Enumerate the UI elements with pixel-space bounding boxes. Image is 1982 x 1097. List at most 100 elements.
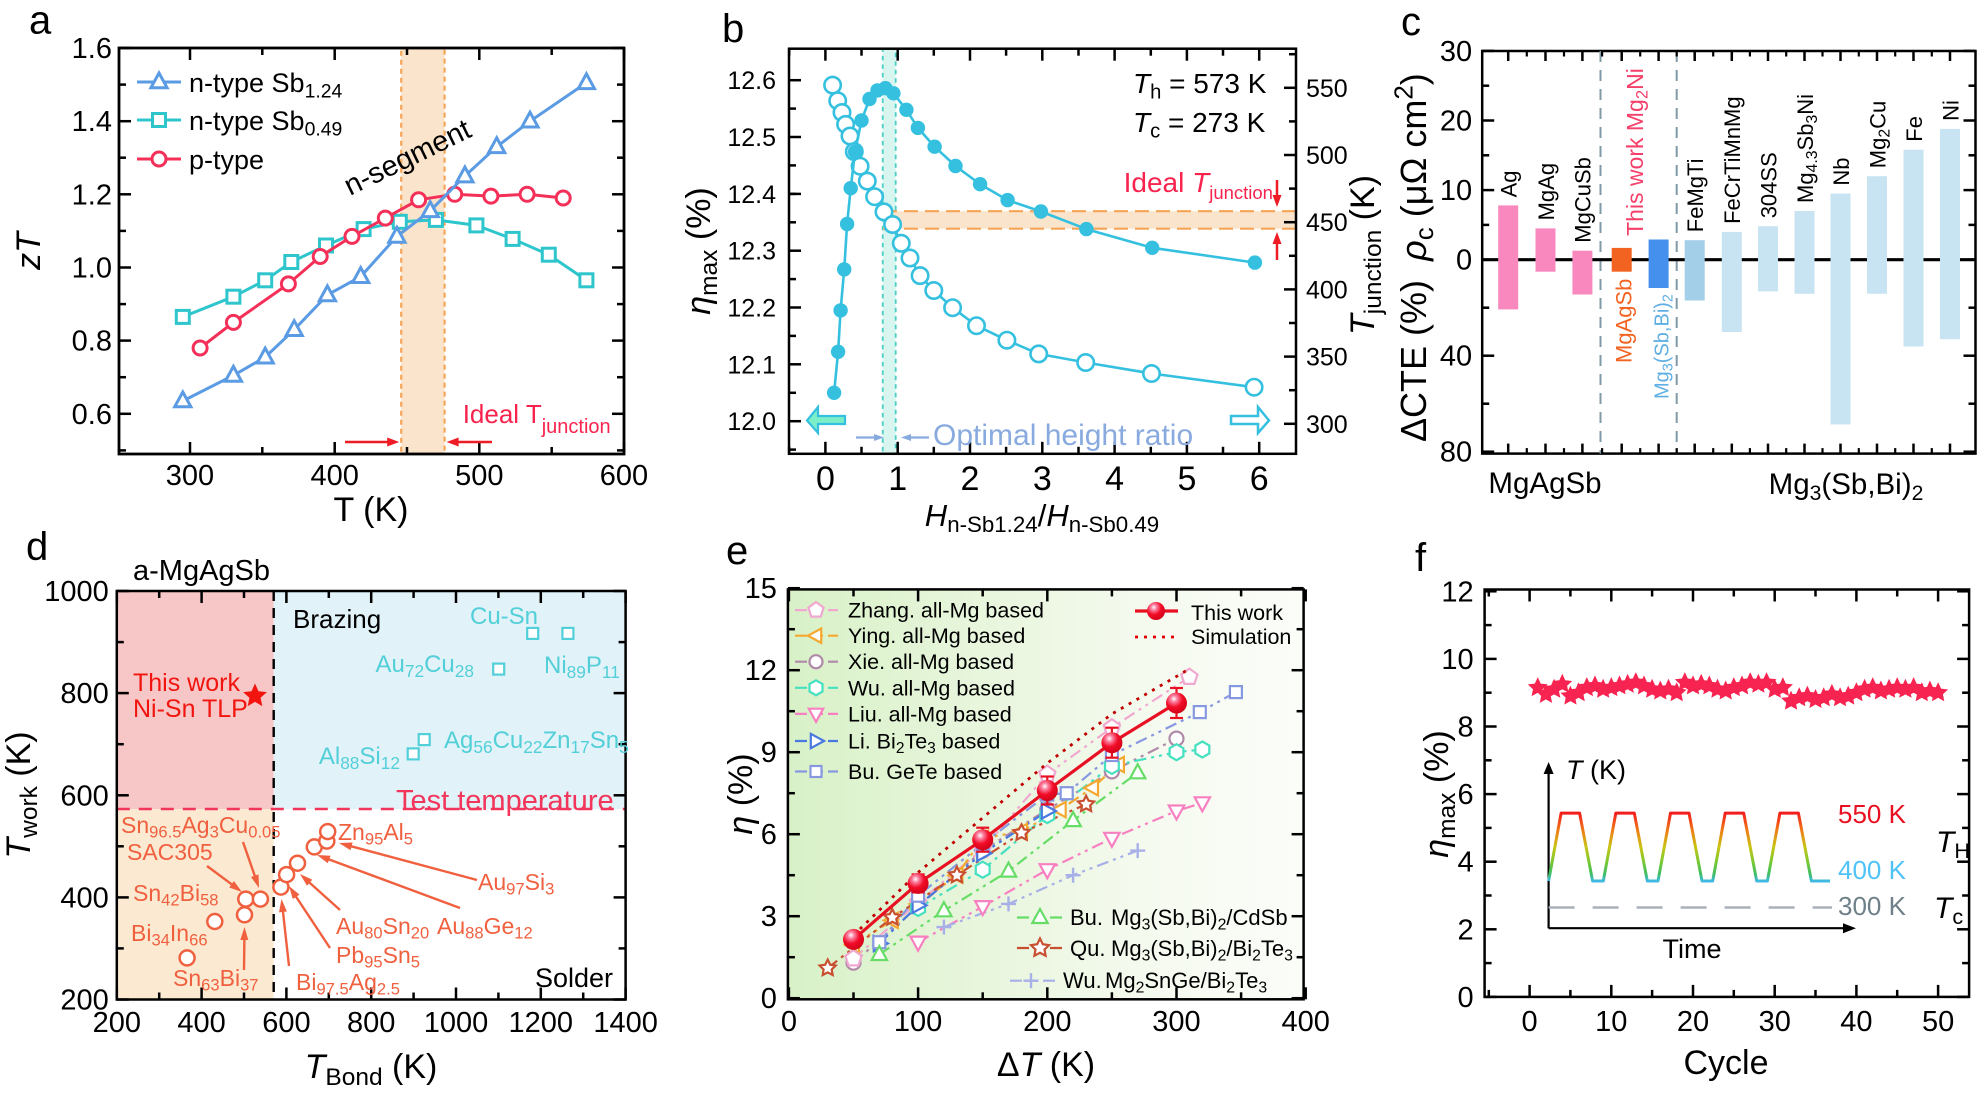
svg-text:304SS: 304SS	[1756, 152, 1781, 218]
svg-text:Ideal Tjunction: Ideal Tjunction	[1124, 167, 1273, 203]
svg-text:Mg2Cu: Mg2Cu	[1865, 101, 1893, 168]
svg-text:10: 10	[1441, 644, 1473, 676]
svg-text:Ni-Sn TLP: Ni-Sn TLP	[133, 695, 248, 723]
svg-text:0: 0	[761, 983, 777, 1015]
svg-text:Fe: Fe	[1902, 116, 1927, 142]
svg-text:This work: This work	[133, 669, 240, 697]
svg-text:10: 10	[1595, 1006, 1627, 1038]
svg-text:300: 300	[166, 460, 214, 492]
svg-text:η (%): η (%)	[722, 753, 760, 834]
svg-text:2: 2	[961, 460, 980, 498]
svg-text:Tc = 273 K: Tc = 273 K	[1133, 107, 1266, 143]
svg-text:12.3: 12.3	[727, 238, 776, 266]
svg-text:12.0: 12.0	[727, 408, 776, 436]
svg-text:Qu.: Qu.	[1070, 936, 1105, 961]
svg-text:12.6: 12.6	[727, 67, 776, 95]
svg-text:6: 6	[1250, 460, 1269, 498]
svg-text:Brazing: Brazing	[293, 604, 381, 634]
svg-text:800: 800	[60, 678, 108, 710]
svg-text:Tjunction (K): Tjunction (K)	[1344, 175, 1387, 335]
svg-text:Ag56Cu22Zn17Sn5: Ag56Cu22Zn17Sn5	[444, 727, 629, 757]
svg-text:1000: 1000	[44, 576, 109, 608]
svg-text:400 K: 400 K	[1838, 855, 1907, 885]
svg-text:1.2: 1.2	[72, 179, 112, 211]
svg-text:Al88Si12: Al88Si12	[319, 743, 400, 773]
svg-text:Mg3(Sb,Bi)2: Mg3(Sb,Bi)2	[1651, 294, 1676, 399]
svg-text:0: 0	[816, 460, 835, 498]
svg-text:3: 3	[761, 901, 777, 933]
svg-text:10: 10	[1440, 175, 1472, 207]
svg-text:30: 30	[1759, 1006, 1791, 1038]
svg-text:MgAgSb: MgAgSb	[1488, 467, 1601, 500]
svg-text:Mg3(Sb,Bi)2/CdSb: Mg3(Sb,Bi)2/CdSb	[1111, 905, 1288, 933]
svg-text:ΔCTE (%): ΔCTE (%)	[1393, 280, 1434, 442]
svg-text:2: 2	[1457, 914, 1473, 946]
svg-text:Bi97.5Ag2.5: Bi97.5Ag2.5	[296, 969, 400, 999]
svg-text:Sn63Bi37: Sn63Bi37	[173, 965, 259, 995]
svg-text:Li. Bi2Te3 based: Li. Bi2Te3 based	[848, 730, 1000, 757]
svg-text:450: 450	[1306, 209, 1348, 237]
svg-text:Th = 573 K: Th = 573 K	[1133, 68, 1267, 104]
svg-text:Au72Cu28: Au72Cu28	[375, 651, 474, 681]
svg-text:400: 400	[311, 460, 359, 492]
svg-text:1: 1	[888, 460, 907, 498]
svg-text:This work: This work	[1191, 601, 1283, 625]
svg-text:1200: 1200	[509, 1007, 574, 1039]
svg-text:Optimal height ratio: Optimal height ratio	[933, 419, 1193, 452]
svg-text:ρc (μΩ cm2): ρc (μΩ cm2)	[1390, 73, 1439, 262]
svg-text:MgCuSb: MgCuSb	[1571, 157, 1596, 243]
svg-text:6: 6	[761, 819, 777, 851]
svg-text:40: 40	[1440, 341, 1472, 373]
svg-text:0.8: 0.8	[72, 326, 112, 358]
svg-text:Mg2SnGe/Bi2Te3: Mg2SnGe/Bi2Te3	[1105, 968, 1267, 996]
svg-text:30: 30	[1440, 36, 1472, 68]
svg-text:Sn42Bi58: Sn42Bi58	[133, 880, 219, 910]
svg-text:6: 6	[1457, 779, 1473, 811]
svg-text:12: 12	[1441, 576, 1473, 608]
svg-text:Ag: Ag	[1497, 170, 1522, 197]
svg-text:Mg4.3Sb3Ni: Mg4.3Sb3Ni	[1793, 94, 1821, 203]
svg-text:MgAg: MgAg	[1534, 163, 1559, 220]
svg-text:T (K): T (K)	[1566, 755, 1626, 785]
svg-text:500: 500	[1306, 142, 1348, 170]
svg-text:Wu. all-Mg based: Wu. all-Mg based	[848, 676, 1015, 700]
svg-text:1.4: 1.4	[72, 106, 112, 138]
svg-text:FeMgTi: FeMgTi	[1683, 158, 1708, 232]
svg-text:e: e	[726, 529, 748, 573]
svg-text:400: 400	[60, 882, 108, 914]
svg-text:80: 80	[1440, 437, 1472, 469]
svg-text:Mg3(Sb,Bi)2: Mg3(Sb,Bi)2	[1769, 468, 1924, 505]
svg-text:FeCrTiMnMg: FeCrTiMnMg	[1720, 96, 1745, 224]
svg-text:Twork (K): Twork (K)	[0, 731, 43, 858]
svg-text:n-type Sb0.49: n-type Sb0.49	[189, 106, 342, 140]
svg-text:0: 0	[1456, 245, 1472, 277]
svg-text:Mg3(Sb,Bi)2/Bi2Te3: Mg3(Sb,Bi)2/Bi2Te3	[1111, 936, 1293, 964]
svg-text:12.1: 12.1	[727, 351, 776, 379]
svg-text:300: 300	[1306, 411, 1348, 439]
svg-text:400: 400	[1282, 1006, 1330, 1038]
svg-text:Ideal Tjunction: Ideal Tjunction	[463, 399, 611, 438]
svg-text:500: 500	[455, 460, 503, 492]
svg-text:f: f	[1415, 536, 1427, 580]
svg-text:600: 600	[600, 460, 648, 492]
svg-text:MgAgSb: MgAgSb	[1612, 279, 1637, 363]
svg-text:Nb: Nb	[1829, 157, 1854, 185]
svg-text:4: 4	[1105, 460, 1124, 498]
svg-text:100: 100	[894, 1006, 942, 1038]
svg-text:Cycle: Cycle	[1683, 1044, 1768, 1082]
svg-text:50: 50	[1922, 1006, 1954, 1038]
svg-text:400: 400	[1306, 276, 1348, 304]
svg-text:Ying. all-Mg based: Ying. all-Mg based	[848, 624, 1025, 648]
svg-text:Bi34In66: Bi34In66	[131, 920, 208, 950]
svg-text:zT: zT	[10, 230, 48, 271]
svg-text:Tc: Tc	[1934, 892, 1963, 929]
svg-text:600: 600	[262, 1007, 310, 1039]
svg-text:Cu-Sn: Cu-Sn	[470, 603, 538, 630]
svg-text:12.2: 12.2	[727, 295, 776, 323]
svg-text:0.6: 0.6	[72, 399, 112, 431]
svg-text:5: 5	[1177, 460, 1196, 498]
svg-text:12: 12	[745, 655, 777, 687]
svg-text:Test temperature: Test temperature	[396, 785, 614, 817]
svg-text:ΔT (K): ΔT (K)	[997, 1046, 1095, 1084]
svg-text:300: 300	[1152, 1006, 1200, 1038]
